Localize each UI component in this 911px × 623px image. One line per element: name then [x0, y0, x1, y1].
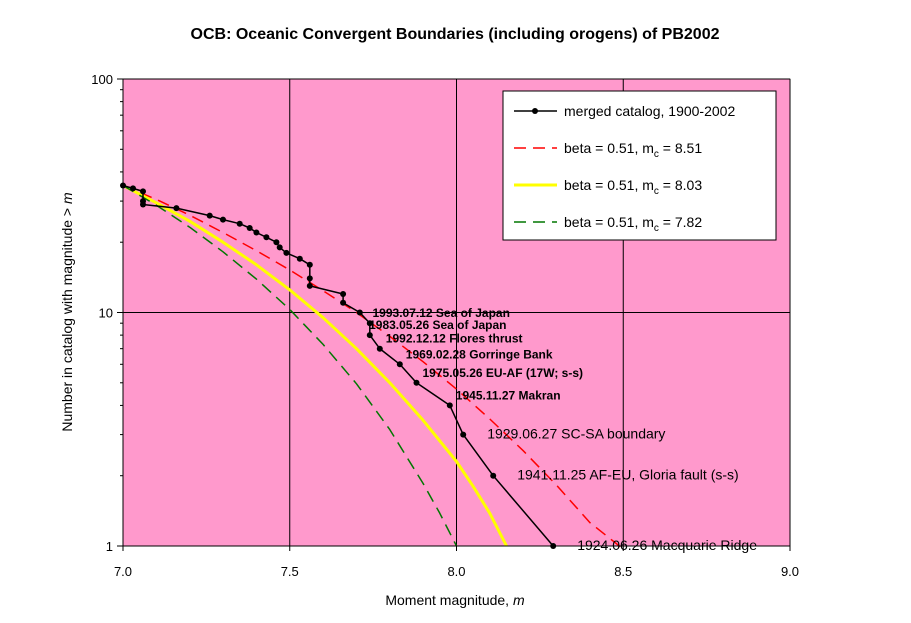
legend-marker-0: [532, 108, 538, 114]
x-tick-label-4: 9.0: [781, 564, 799, 579]
annotation-5: 1945.11.27 Makran: [456, 388, 561, 402]
tick-labels: 7.0 7.5 8.0 8.5 9.0 1 10 100: [91, 72, 799, 579]
annotation-1: 1983.05.26 Sea of Japan: [369, 318, 506, 332]
legend-label-catalog: merged catalog, 1900-2002: [564, 103, 735, 119]
data-point-1: [130, 185, 136, 192]
data-point-20: [340, 299, 347, 306]
legend-label-beta-851: beta = 0.51, mc = 8.51: [564, 140, 702, 160]
data-point-10: [253, 229, 260, 236]
data-point-11: [263, 234, 270, 241]
data-point-15: [296, 255, 303, 262]
annotation-8: 1924.06.26 Macquarie Ridge: [577, 537, 757, 553]
legend: merged catalog, 1900-2002 beta = 0.51, m…: [502, 90, 777, 241]
annotation-7: 1941.11.25 AF-EU, Gloria fault (s-s): [517, 467, 739, 483]
legend-samples: [514, 108, 557, 223]
data-point-7: [220, 216, 226, 223]
series-group: [120, 182, 624, 550]
data-point-29: [490, 472, 497, 479]
x-axis-label: Moment magnitude, m: [385, 592, 525, 608]
data-point-23: [366, 332, 373, 339]
data-point-21: [356, 309, 363, 316]
data-point-8: [236, 220, 243, 227]
data-point-22: [366, 320, 373, 327]
x-tick-label-0: 7.0: [114, 564, 132, 579]
legend-box: [502, 90, 777, 241]
data-point-24: [376, 345, 383, 352]
data-point-25: [396, 361, 403, 368]
data-point-19: [340, 291, 347, 297]
series-line-1: [122, 184, 624, 550]
x-tick-label-2: 8.0: [447, 564, 465, 579]
legend-label-beta-803: beta = 0.51, mc = 8.03: [564, 177, 702, 197]
annotation-2: 1992.12.12 Flores thrust: [386, 332, 523, 346]
y-axis-label: Number in catalog with magnitude > m: [59, 192, 75, 432]
data-point-14: [283, 249, 290, 256]
data-point-9: [246, 225, 253, 231]
data-point-16: [306, 261, 313, 268]
y-tick-label-2: 100: [91, 72, 113, 87]
data-point-5: [173, 205, 180, 212]
data-point-18: [306, 282, 313, 289]
chart-title: OCB: Oceanic Convergent Boundaries (incl…: [191, 26, 720, 43]
annotation-3: 1969.02.28 Gorringe Bank: [406, 347, 553, 361]
y-tick-label-1: 10: [99, 306, 113, 321]
legend-label-beta-782: beta = 0.51, mc = 7.82: [564, 214, 702, 234]
x-tick-label-3: 8.5: [614, 564, 632, 579]
data-point-27: [446, 402, 453, 409]
series-line-2: [122, 184, 508, 547]
series-line-3: [122, 184, 458, 547]
data-point-26: [413, 379, 420, 386]
annotation-4: 1975.05.26 EU-AF (17W; s-s): [423, 366, 584, 380]
x-tick-label-1: 7.5: [281, 564, 299, 579]
data-point-2: [140, 188, 146, 195]
y-tick-label-0: 1: [106, 539, 113, 554]
data-point-17: [306, 275, 313, 282]
data-point-28: [460, 431, 467, 438]
data-point-6: [206, 212, 213, 219]
annotation-0: 1993.07.12 Sea of Japan: [373, 306, 510, 320]
annotation-6: 1929.06.27 SC-SA boundary: [487, 426, 665, 442]
data-point-12: [273, 239, 280, 246]
data-point-4: [140, 201, 146, 208]
data-point-13: [276, 244, 283, 251]
